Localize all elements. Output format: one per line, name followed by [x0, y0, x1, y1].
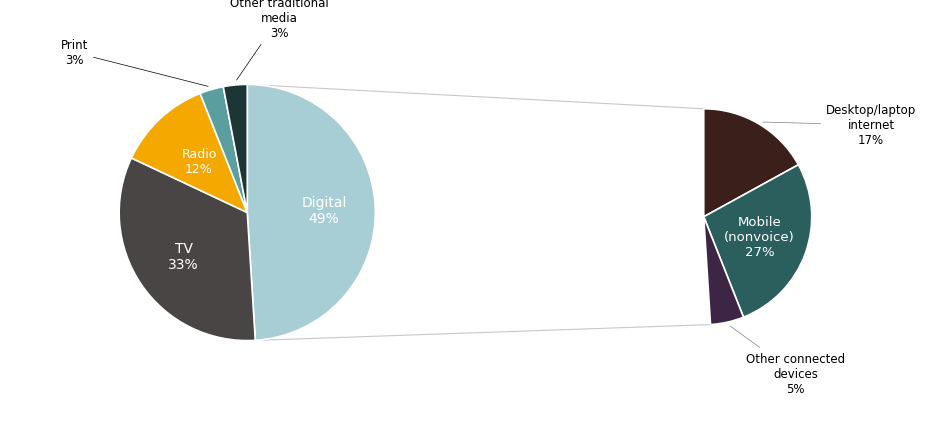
Text: Print
3%: Print 3%: [61, 39, 208, 87]
Wedge shape: [131, 94, 247, 213]
Wedge shape: [200, 87, 247, 213]
Text: Radio
12%: Radio 12%: [182, 148, 217, 176]
Wedge shape: [247, 85, 376, 340]
Wedge shape: [704, 109, 799, 217]
Text: TV
33%: TV 33%: [168, 241, 199, 271]
Text: Desktop/laptop
internet
17%: Desktop/laptop internet 17%: [763, 104, 916, 147]
Text: Other connected
devices
5%: Other connected devices 5%: [730, 326, 845, 395]
Text: Digital
49%: Digital 49%: [301, 196, 347, 226]
Wedge shape: [119, 158, 255, 341]
Text: Other traditional
media
3%: Other traditional media 3%: [230, 0, 329, 81]
Wedge shape: [595, 109, 710, 325]
Wedge shape: [704, 165, 812, 317]
Wedge shape: [223, 85, 247, 213]
Wedge shape: [704, 217, 744, 325]
Text: Mobile
(nonvoice)
27%: Mobile (nonvoice) 27%: [725, 216, 795, 259]
